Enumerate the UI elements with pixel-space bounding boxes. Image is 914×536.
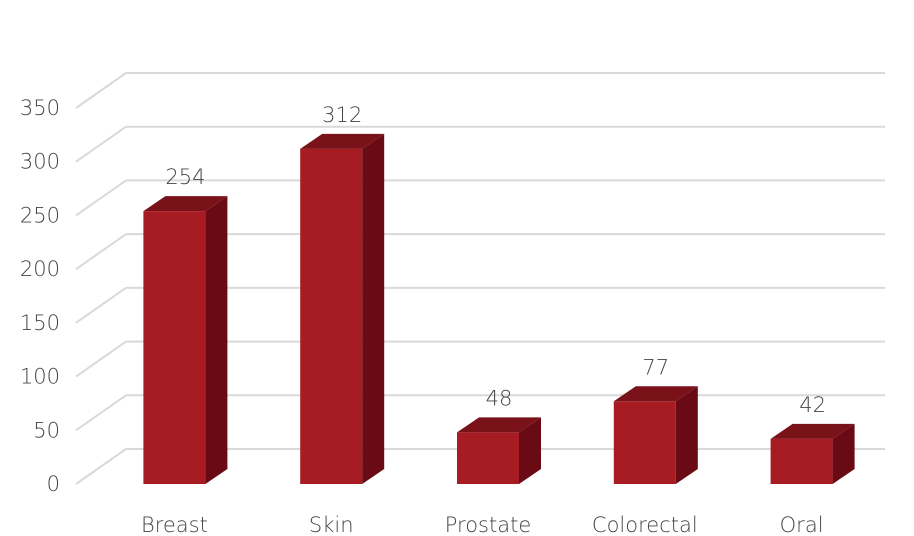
data-labels: 254 312 48 77 42: [165, 103, 826, 417]
y-tick-label: 350: [20, 96, 60, 120]
gridline-diagonal: [75, 394, 127, 432]
y-tick-label: 0: [47, 472, 60, 496]
category-label: Oral: [780, 513, 824, 536]
gridline-diagonal: [75, 72, 127, 109]
y-tick-label: 200: [20, 257, 60, 281]
category-label: Breast: [141, 513, 208, 536]
gridline-diagonal: [75, 179, 127, 217]
gridline-diagonal: [75, 233, 127, 270]
category-label: Colorectal: [592, 513, 698, 536]
bar-breast: [143, 196, 228, 485]
bar-top: [770, 423, 855, 439]
bar-prostate: [457, 417, 541, 484]
bar-front: [143, 211, 206, 485]
category-label: Prostate: [445, 513, 532, 536]
data-label: 77: [642, 355, 669, 379]
gridlines: [75, 72, 885, 485]
y-tick-label: 300: [20, 150, 60, 174]
category-label: Skin: [309, 513, 354, 536]
bar-colorectal: [613, 386, 698, 484]
bar-skin: [300, 133, 385, 484]
gridline-diagonal: [75, 340, 127, 378]
bar-side: [832, 423, 855, 484]
bar-top: [300, 133, 385, 149]
gridline-diagonal: [75, 287, 127, 324]
bar-front: [770, 438, 833, 484]
bar-front: [300, 148, 363, 484]
data-label: 312: [322, 103, 362, 127]
bar-top: [143, 196, 228, 212]
data-label: 42: [799, 393, 826, 417]
bar-front: [613, 401, 676, 484]
data-label: 48: [486, 386, 513, 410]
y-tick-label: 50: [33, 418, 60, 442]
bar-side: [675, 386, 698, 484]
gridline-diagonal: [75, 125, 127, 163]
bar-side: [362, 133, 385, 484]
y-axis-ticks: 0 50 100 150 200 250 300 350: [20, 96, 60, 496]
bar-top: [613, 386, 698, 402]
y-tick-label: 150: [20, 311, 60, 335]
bar-side: [205, 196, 228, 485]
x-axis-categories: Breast Skin Prostate Colorectal Oral: [141, 513, 824, 536]
y-tick-label: 250: [20, 203, 60, 227]
gridline-diagonal: [75, 448, 127, 485]
data-label: 254: [165, 165, 205, 189]
bar-front: [457, 432, 519, 484]
bars: [143, 133, 855, 485]
bar-oral: [770, 423, 855, 484]
y-tick-label: 100: [20, 365, 60, 389]
bar-side: [519, 417, 541, 484]
bar-top: [457, 417, 541, 433]
